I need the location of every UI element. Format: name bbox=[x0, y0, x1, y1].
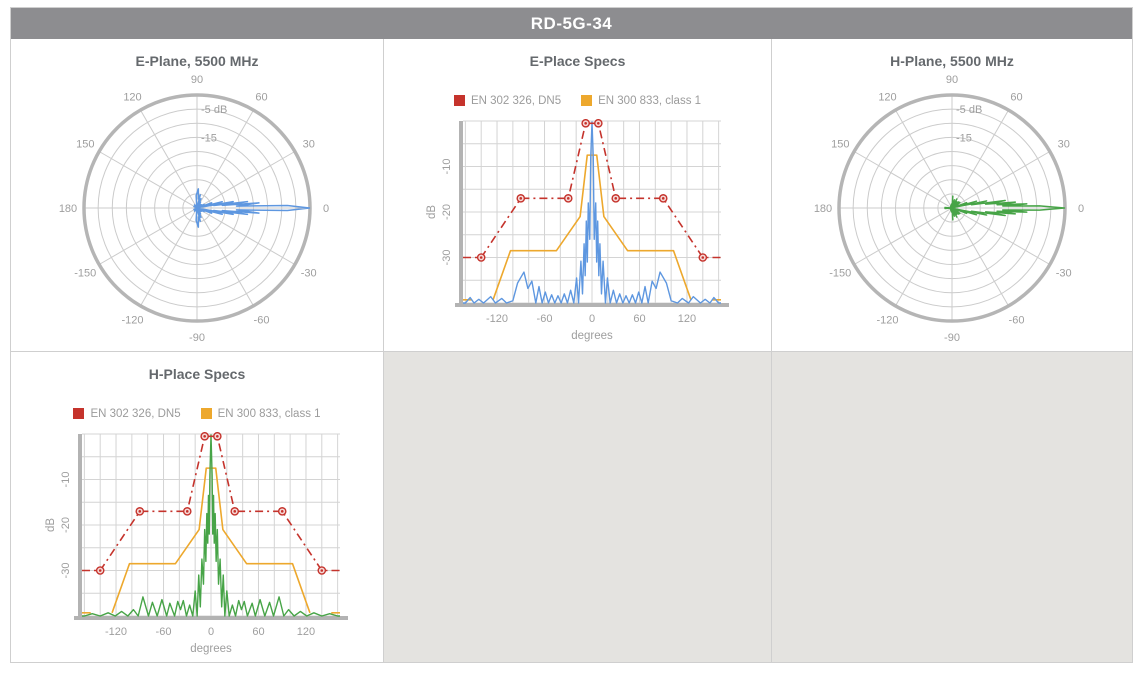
svg-text:-60: -60 bbox=[254, 315, 270, 327]
svg-text:-10: -10 bbox=[60, 472, 72, 488]
panel-title-e-plane: E-Plane, 5500 MHz bbox=[135, 53, 259, 69]
empty-cell-1 bbox=[384, 352, 772, 662]
svg-text:150: 150 bbox=[76, 139, 94, 151]
svg-text:120: 120 bbox=[297, 626, 315, 638]
svg-text:60: 60 bbox=[1010, 91, 1022, 103]
svg-text:-120: -120 bbox=[105, 626, 127, 638]
svg-text:-30: -30 bbox=[441, 250, 453, 266]
h-plane-polar-chart: 0 30 60 90 120 150 180 -150 -120 -90 -60 -30 -5 dB -1… bbox=[814, 74, 1084, 344]
panel-title-e-specs: E-Place Specs bbox=[529, 53, 626, 69]
svg-text:degrees: degrees bbox=[571, 330, 613, 342]
e-plane-polar-chart: 0 30 60 90 120 150 180 -150 -120 -90 -60 -30 -5 dB -1… bbox=[59, 74, 329, 344]
legend-label: EN 302 326, DN5 bbox=[90, 407, 181, 420]
h-place-specs-chart: -120 -60 0 60 120 degrees -10 -20 -30 dB bbox=[45, 432, 348, 655]
svg-text:-5 dB: -5 dB bbox=[201, 104, 227, 116]
svg-text:-30: -30 bbox=[301, 268, 317, 280]
panel-title-h-specs: H-Place Specs bbox=[148, 366, 246, 382]
svg-text:-5 dB: -5 dB bbox=[956, 104, 982, 116]
svg-text:0: 0 bbox=[323, 203, 329, 215]
legend-label: EN 300 833, class 1 bbox=[217, 407, 321, 420]
panel-e-place-specs: E-Place Specs EN 302 326, DN5 EN 300 833… bbox=[384, 39, 772, 352]
svg-text:180: 180 bbox=[814, 203, 832, 215]
svg-text:150: 150 bbox=[831, 139, 849, 151]
svg-text:-120: -120 bbox=[876, 315, 898, 327]
svg-text:dB: dB bbox=[426, 205, 438, 219]
svg-text:0: 0 bbox=[1078, 203, 1084, 215]
svg-text:-15: -15 bbox=[201, 132, 217, 144]
svg-text:90: 90 bbox=[946, 74, 958, 86]
svg-text:-150: -150 bbox=[829, 268, 851, 280]
svg-text:-30: -30 bbox=[60, 563, 72, 579]
legend-item-en302326: EN 302 326, DN5 bbox=[453, 94, 562, 107]
spec-legend: EN 302 326, DN5 EN 300 833, class 1 bbox=[384, 92, 771, 109]
panel-h-place-specs: H-Place Specs EN 302 326, DN5 EN 300 833… bbox=[11, 352, 384, 662]
svg-text:-30: -30 bbox=[1056, 268, 1072, 280]
svg-text:degrees: degrees bbox=[190, 643, 232, 655]
svg-text:-60: -60 bbox=[1009, 315, 1025, 327]
legend-swatch-orange bbox=[200, 408, 212, 419]
legend-item-en300833: EN 300 833, class 1 bbox=[581, 95, 701, 107]
panel-e-plane-polar: E-Plane, 5500 MHz 0 30 60 90 120 150 180 -150 -1… bbox=[11, 39, 384, 352]
svg-text:-10: -10 bbox=[441, 159, 453, 175]
svg-text:120: 120 bbox=[677, 313, 695, 325]
svg-text:-120: -120 bbox=[486, 313, 508, 325]
svg-text:90: 90 bbox=[191, 74, 203, 86]
svg-text:60: 60 bbox=[633, 313, 645, 325]
page-title: RD-5G-34 bbox=[11, 8, 1132, 39]
svg-text:30: 30 bbox=[303, 139, 315, 151]
panel-title-h-plane: H-Plane, 5500 MHz bbox=[890, 53, 1014, 69]
legend-item-en300833: EN 300 833, class 1 bbox=[200, 407, 321, 420]
svg-text:120: 120 bbox=[878, 91, 896, 103]
svg-text:30: 30 bbox=[1058, 139, 1070, 151]
legend-label: EN 302 326, DN5 bbox=[470, 94, 562, 107]
legend-swatch-orange bbox=[581, 95, 593, 106]
svg-text:60: 60 bbox=[252, 626, 264, 638]
svg-text:-20: -20 bbox=[441, 204, 453, 220]
svg-text:-90: -90 bbox=[189, 332, 205, 344]
svg-text:-120: -120 bbox=[121, 315, 143, 327]
svg-text:-60: -60 bbox=[536, 313, 552, 325]
svg-text:0: 0 bbox=[208, 626, 214, 638]
svg-text:-15: -15 bbox=[956, 132, 972, 144]
svg-text:180: 180 bbox=[59, 203, 77, 215]
legend-item-en302326: EN 302 326, DN5 bbox=[73, 407, 181, 420]
svg-text:-60: -60 bbox=[156, 626, 172, 638]
svg-text:-20: -20 bbox=[60, 517, 72, 533]
svg-text:dB: dB bbox=[45, 518, 57, 532]
chart-grid: E-Plane, 5500 MHz 0 30 60 90 120 150 180 -150 -1… bbox=[11, 39, 1132, 662]
svg-text:-150: -150 bbox=[74, 268, 96, 280]
svg-text:0: 0 bbox=[588, 313, 594, 325]
svg-text:-90: -90 bbox=[944, 332, 960, 344]
datasheet-page: RD-5G-34 E-Plane, 5500 MHz 0 30 60 90 120 150… bbox=[10, 7, 1133, 663]
svg-text:120: 120 bbox=[123, 91, 141, 103]
empty-cell-2 bbox=[772, 352, 1132, 662]
legend-label: EN 300 833, class 1 bbox=[598, 94, 702, 107]
panel-h-plane-polar: H-Plane, 5500 MHz 0 30 60 90 120 150 180 -150 -1… bbox=[772, 39, 1132, 352]
legend-swatch-red bbox=[453, 95, 465, 106]
e-place-specs-chart: -120 -60 0 60 120 degrees -10 -20 -30 dB bbox=[426, 119, 729, 342]
svg-text:60: 60 bbox=[255, 91, 267, 103]
spec-legend: EN 302 326, DN5 EN 300 833, class 1 bbox=[11, 405, 383, 422]
legend-swatch-red bbox=[73, 408, 85, 419]
